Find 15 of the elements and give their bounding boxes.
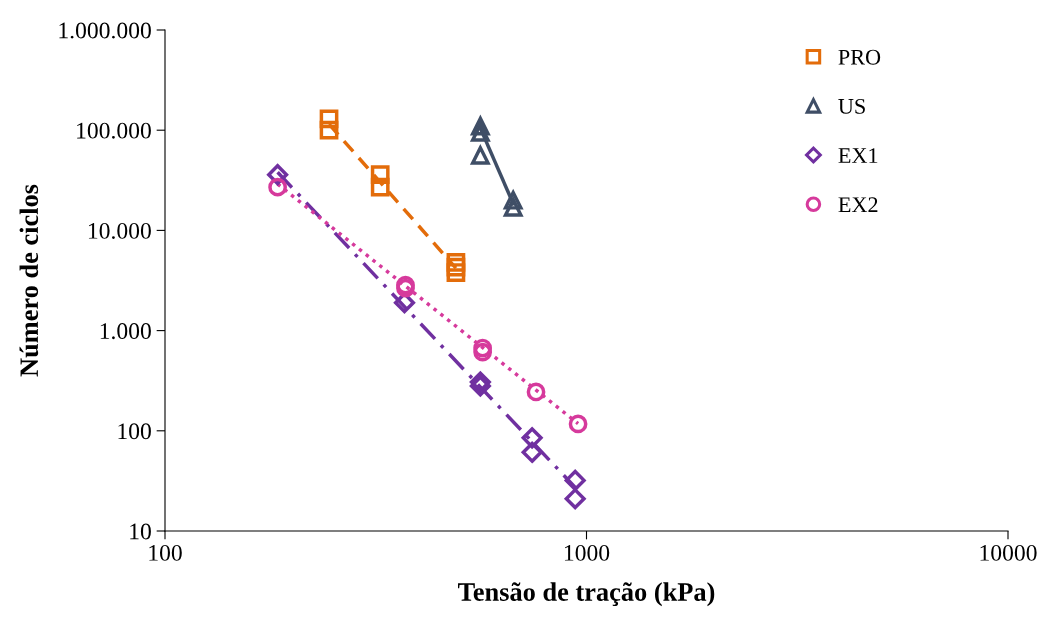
x-tick-label: 10000 (980, 544, 1037, 561)
y-tick-label: 100 (118, 423, 151, 440)
x-tick-label: 100 (149, 544, 182, 561)
y-axis-title: Número de ciclos (19, 184, 39, 377)
y-tick-label: 10.000 (88, 222, 151, 239)
x-tick-label: 1000 (564, 544, 610, 561)
legend-label: PRO (838, 49, 881, 65)
y-tick-label: 1.000.000 (59, 22, 151, 39)
legend-label: EX2 (838, 197, 878, 212)
legend-label: US (838, 98, 865, 114)
y-tick-label: 1.000 (100, 323, 151, 340)
y-tick-label: 100.000 (77, 122, 151, 139)
y-tick-label: 10 (130, 523, 151, 540)
legend-label: EX1 (838, 148, 878, 163)
x-axis-title: Tensão de tração (kPa) (458, 582, 715, 607)
